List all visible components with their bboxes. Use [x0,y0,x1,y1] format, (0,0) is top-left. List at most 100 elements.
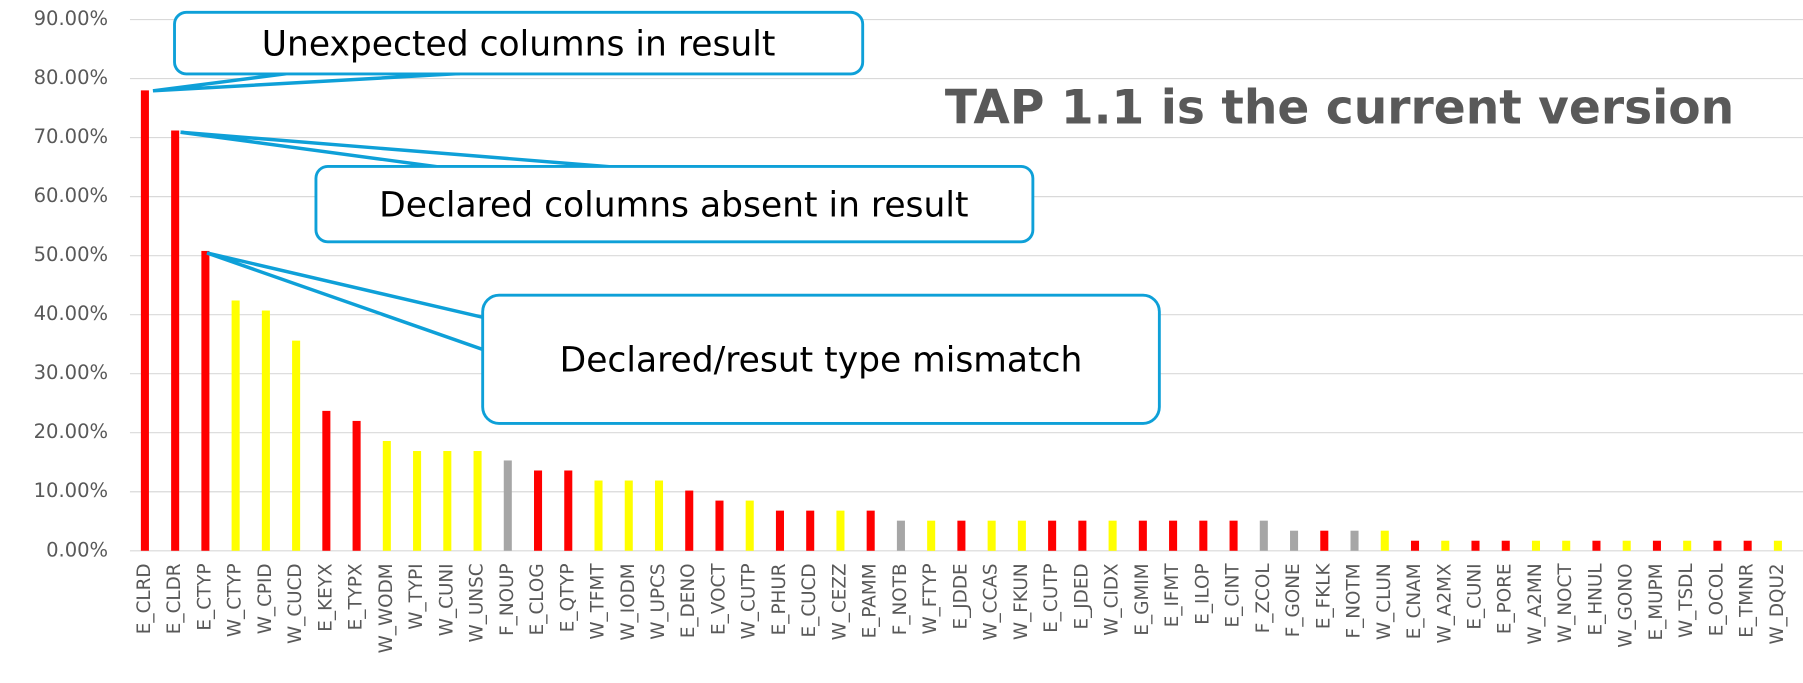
x-tick-label: E_CUNI [1464,563,1485,629]
x-tick-label: E_CINT [1223,563,1244,628]
x-tick-label: E_QTYP [557,563,578,632]
x-tick-label: F_ZCOL [1253,563,1274,634]
x-tick-label: E_JDED [1071,563,1092,629]
x-tick-label: E_CNAM [1404,563,1425,639]
bar [473,451,482,551]
bar [1562,540,1571,551]
bar [1652,540,1661,551]
x-tick-label: E_MUPM [1646,563,1667,640]
x-tick-label: W_UPCS [648,563,669,639]
x-tick-label: E_CUTP [1041,563,1062,632]
x-tick-label: E_PORE [1495,563,1516,634]
callout-2: Declared columns absent in result [180,130,1035,244]
x-tick-label: W_GONO [1616,563,1637,647]
y-tick-label: 50.00% [34,243,108,266]
x-tick-label: E_CLOG [527,563,548,635]
x-tick-label: W_TYPI [406,563,427,629]
x-tick-label: W_CUTP [739,563,760,639]
bar [1410,540,1420,551]
bar [1743,540,1752,551]
x-tick-label: W_CTYP [225,563,246,637]
bar [957,520,966,551]
bar [1017,520,1026,551]
x-tick-label: E_CLRD [134,563,155,634]
bar [896,520,905,551]
bar [1259,520,1268,551]
x-tick-label: E_VOCT [708,563,729,635]
x-tick-label: E_CLDR [164,563,185,634]
y-tick-label: 90.00% [34,7,108,30]
x-tick-label: E_TMNR [1737,563,1758,638]
x-tick-label: E_CUCD [799,563,820,637]
callout-fill [175,13,862,73]
bar [534,470,543,551]
bar [775,510,784,551]
x-tick-label: W_CLUN [1374,563,1395,640]
x-tick-label: E_PAMM [860,563,881,638]
chart-title: TAP 1.1 is the current version [945,80,1734,135]
bar [503,460,512,551]
x-tick-label: W_CCAS [981,563,1002,640]
bar [1108,520,1117,551]
bar [1138,520,1147,551]
bar [1169,520,1178,551]
bar [1713,540,1722,551]
x-tick-label: W_WODM [376,563,397,653]
x-tick-label: F_NOTB [890,563,911,635]
x-tick-label: F_NOTM [1344,563,1365,638]
x-tick-label: W_CUNI [436,563,457,636]
callout-pointer [152,71,461,93]
bar [140,90,149,551]
bar [987,520,996,551]
bar [443,451,452,551]
x-tick-label: W_FTYP [920,563,941,634]
bar [1290,530,1299,551]
bar [866,510,875,551]
x-tick-label: W_NOCT [1555,563,1576,643]
bar [1078,520,1087,551]
x-tick-label: F_GONE [1283,563,1304,637]
x-tick-label: E_HNUL [1585,563,1606,636]
x-tick-label: W_TSDL [1676,563,1697,638]
bar [1199,520,1208,551]
x-tick-label: E_PHUR [769,563,790,635]
bar [352,420,361,551]
bar [382,440,391,551]
bar [806,510,815,551]
bar [1531,540,1541,551]
bar [1592,540,1601,551]
y-tick-label: 20.00% [34,420,108,443]
callout-fill [484,296,1158,422]
callout-text: Unexpected columns in result [262,24,776,64]
bar [564,470,573,551]
callout-text: Declared/resut type mismatch [560,341,1083,381]
x-tick-label: F_NOUP [497,563,518,636]
x-tick-label: E_ILOP [1192,563,1213,624]
bar [1683,540,1692,551]
x-tick-label: W_A2MX [1434,563,1455,643]
x-tick-label: E_JDDE [950,563,971,629]
bar [1229,520,1238,551]
bar [1471,540,1480,551]
x-tick-label: W_CUCD [285,563,306,644]
bar [1622,540,1631,551]
x-tick-label: W_CIDX [1102,563,1123,636]
x-tick-label: W_TFMT [588,563,609,640]
x-tick-label: E_GMIM [1132,563,1153,635]
callout-pointer [180,130,610,169]
bar [1350,530,1359,551]
bar [1048,520,1057,551]
callout-pointer [206,251,485,352]
bar [745,500,754,551]
x-tick-label: W_A2MN [1525,563,1546,644]
x-tick-label: E_TYPX [346,563,367,630]
y-tick-label: 10.00% [34,479,108,502]
bar [685,490,694,551]
bar [1441,540,1450,551]
bar [624,480,633,551]
bar [1320,530,1329,551]
bar [201,250,210,551]
x-tick-label: W_DQU2 [1767,563,1788,644]
x-tick-label: W_FKUN [1011,563,1032,640]
